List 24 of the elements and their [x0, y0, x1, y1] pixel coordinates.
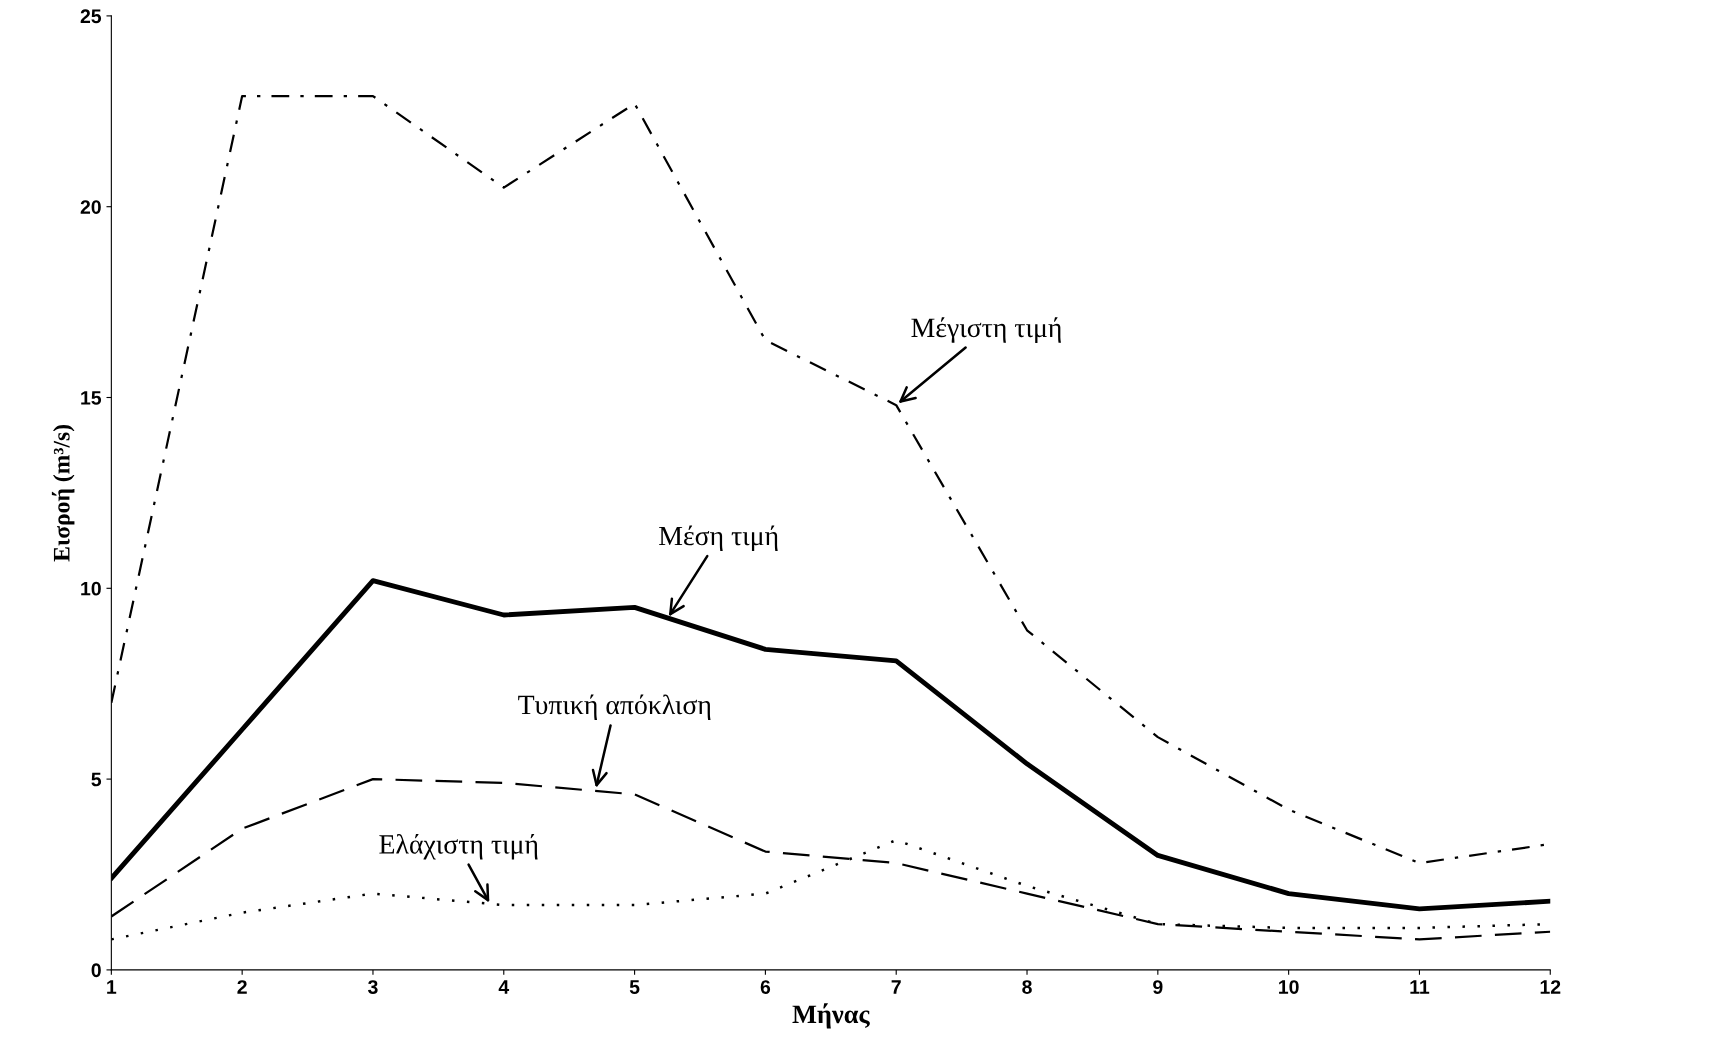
- x-tick-label: 10: [1279, 980, 1299, 994]
- x-tick-label: 11: [1410, 980, 1430, 994]
- x-tick-label: 4: [498, 980, 510, 994]
- x-axis-title: Μήνας: [792, 1003, 870, 1029]
- x-tick-label: 1: [107, 980, 117, 994]
- x-tick-label: 12: [1540, 980, 1561, 994]
- x-tick-label: 2: [237, 980, 247, 994]
- annotation: Ελάχιστη τιμή: [379, 833, 538, 860]
- annotation: Μέση τιμή: [659, 525, 778, 552]
- y-tick-label: 20: [80, 200, 101, 214]
- annotation: Μέγιστη τιμή: [911, 317, 1061, 343]
- y-tick-label: 5: [91, 772, 102, 787]
- y-tick-label: 10: [81, 581, 101, 596]
- x-tick-label: 6: [760, 980, 771, 994]
- y-tick-label: 0: [91, 963, 101, 978]
- x-tick-label: 5: [629, 980, 640, 994]
- annotation: Τυπική απόκλιση: [518, 694, 711, 720]
- y-tick-label: 15: [81, 391, 102, 405]
- y-axis-title: Εισροή (m³/s): [51, 424, 75, 562]
- x-tick-label: 9: [1153, 980, 1163, 994]
- x-tick-label: 7: [891, 980, 901, 994]
- x-tick-label: 8: [1022, 980, 1032, 994]
- x-tick-label: 3: [368, 980, 378, 994]
- y-tick-label: 25: [80, 9, 102, 24]
